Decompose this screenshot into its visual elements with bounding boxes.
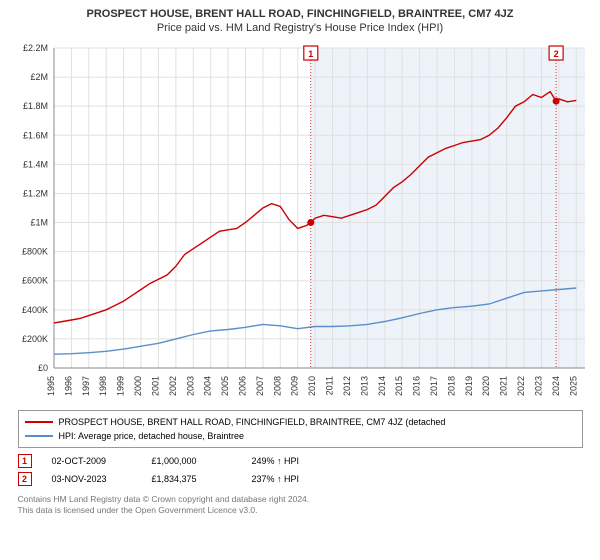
- sale-date: 02-OCT-2009: [52, 456, 132, 466]
- sales-table: 1 02-OCT-2009 £1,000,000 249% ↑ HPI 2 03-NOV-…: [18, 452, 583, 488]
- sale-row: 2 03-NOV-2023 £1,834,375 237% ↑ HPI: [18, 470, 583, 488]
- sale-pct: 249% ↑ HPI: [252, 456, 352, 466]
- sale-pct: 237% ↑ HPI: [252, 474, 352, 484]
- marker-dot: [553, 98, 560, 105]
- x-tick-label: 2015: [394, 376, 404, 396]
- legend-label: HPI: Average price, detached house, Brai…: [59, 431, 244, 441]
- title-block: PROSPECT HOUSE, BRENT HALL ROAD, FINCHIN…: [10, 8, 590, 34]
- price-chart: £0 £200K £400K £600K £800K £1M £1.2M £1.4M £1.6M…: [10, 38, 590, 408]
- sale-row: 1 02-OCT-2009 £1,000,000 249% ↑ HPI: [18, 452, 583, 470]
- footer-line-2: This data is licensed under the Open Gov…: [18, 505, 583, 516]
- x-tick-label: 2005: [220, 376, 230, 396]
- x-tick-label: 2021: [499, 376, 509, 396]
- x-tick-label: 2006: [238, 376, 248, 396]
- legend: PROSPECT HOUSE, BRENT HALL ROAD, FINCHIN…: [18, 410, 583, 448]
- marker-number: 1: [308, 49, 313, 59]
- y-tick-label: £2.2M: [23, 43, 48, 53]
- x-tick-label: 2022: [516, 376, 526, 396]
- legend-swatch: [25, 421, 53, 423]
- x-tick-label: 2024: [551, 376, 561, 396]
- x-tick-label: 1999: [116, 376, 126, 396]
- x-tick-label: 2023: [533, 376, 543, 396]
- x-tick-label: 2020: [481, 376, 491, 396]
- marker-number: 2: [554, 49, 559, 59]
- x-tick-label: 1996: [63, 376, 73, 396]
- sale-marker-box: 1: [18, 454, 32, 468]
- footer-line-1: Contains HM Land Registry data © Crown c…: [18, 494, 583, 505]
- y-tick-label: £2M: [30, 72, 48, 82]
- legend-label: PROSPECT HOUSE, BRENT HALL ROAD, FINCHIN…: [59, 417, 446, 427]
- title-main: PROSPECT HOUSE, BRENT HALL ROAD, FINCHIN…: [10, 8, 590, 20]
- sale-price: £1,000,000: [152, 456, 232, 466]
- y-tick-label: £1.4M: [23, 159, 48, 169]
- x-tick-label: 2019: [464, 376, 474, 396]
- y-tick-label: £0: [38, 363, 48, 373]
- x-tick-label: 2007: [255, 376, 265, 396]
- x-tick-label: 2018: [446, 376, 456, 396]
- x-tick-label: 2017: [429, 376, 439, 396]
- sale-marker-box: 2: [18, 472, 32, 486]
- x-tick-label: 2000: [133, 376, 143, 396]
- legend-row: PROSPECT HOUSE, BRENT HALL ROAD, FINCHIN…: [25, 415, 576, 429]
- y-tick-label: £400K: [22, 305, 48, 315]
- x-tick-label: 2011: [325, 376, 335, 395]
- legend-row: HPI: Average price, detached house, Brai…: [25, 429, 576, 443]
- x-tick-label: 1995: [46, 376, 56, 396]
- y-tick-label: £1.2M: [23, 188, 48, 198]
- x-tick-label: 2010: [307, 376, 317, 396]
- y-tick-label: £800K: [22, 247, 48, 257]
- chart-svg: £0 £200K £400K £600K £800K £1M £1.2M £1.4M £1.6M…: [10, 38, 590, 408]
- x-tick-label: 1997: [81, 376, 91, 396]
- sale-price: £1,834,375: [152, 474, 232, 484]
- x-tick-label: 2009: [290, 376, 300, 396]
- x-tick-label: 2004: [203, 376, 213, 396]
- x-tick-label: 2016: [412, 376, 422, 396]
- x-tick-label: 2014: [377, 376, 387, 396]
- legend-swatch: [25, 435, 53, 437]
- x-tick-label: 2008: [272, 376, 282, 396]
- x-tick-label: 2002: [168, 376, 178, 396]
- x-tick-label: 2001: [150, 376, 160, 396]
- y-tick-label: £1M: [30, 218, 48, 228]
- x-tick-label: 2013: [359, 376, 369, 396]
- x-tick-label: 1998: [98, 376, 108, 396]
- x-tick-label: 2025: [568, 376, 578, 396]
- y-tick-label: £600K: [22, 276, 48, 286]
- marker-dot: [307, 219, 314, 226]
- x-tick-label: 2003: [185, 376, 195, 396]
- y-tick-label: £1.6M: [23, 130, 48, 140]
- sale-date: 03-NOV-2023: [52, 474, 132, 484]
- x-tick-label: 2012: [342, 376, 352, 396]
- y-tick-label: £200K: [22, 334, 48, 344]
- title-sub: Price paid vs. HM Land Registry's House …: [10, 22, 590, 34]
- y-tick-label: £1.8M: [23, 101, 48, 111]
- page-root: PROSPECT HOUSE, BRENT HALL ROAD, FINCHIN…: [0, 0, 600, 560]
- footer-attribution: Contains HM Land Registry data © Crown c…: [18, 494, 583, 515]
